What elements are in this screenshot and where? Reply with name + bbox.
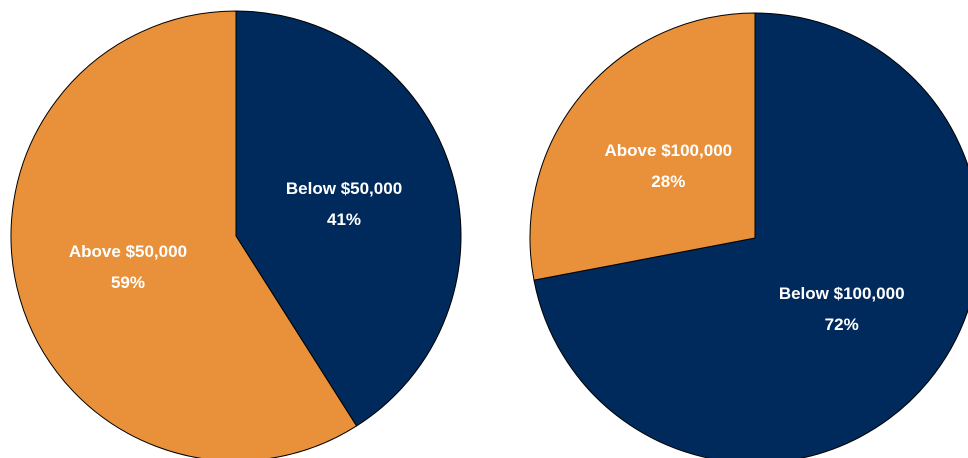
slice-label: Below $100,000 — [779, 284, 905, 303]
pie-slice — [235, 10, 462, 427]
slice-value-label: 72% — [825, 315, 859, 334]
slice-label: Below $50,000 — [286, 179, 402, 198]
pie-slice — [533, 12, 968, 458]
slice-value-label: 59% — [111, 273, 145, 292]
pie-slice — [529, 12, 756, 281]
slice-label: Above $50,000 — [69, 242, 187, 261]
slice-label: Above $100,000 — [605, 141, 733, 160]
slice-value-label: 41% — [327, 210, 361, 229]
slice-value-label: 28% — [651, 172, 685, 191]
pie-slice — [10, 10, 358, 458]
